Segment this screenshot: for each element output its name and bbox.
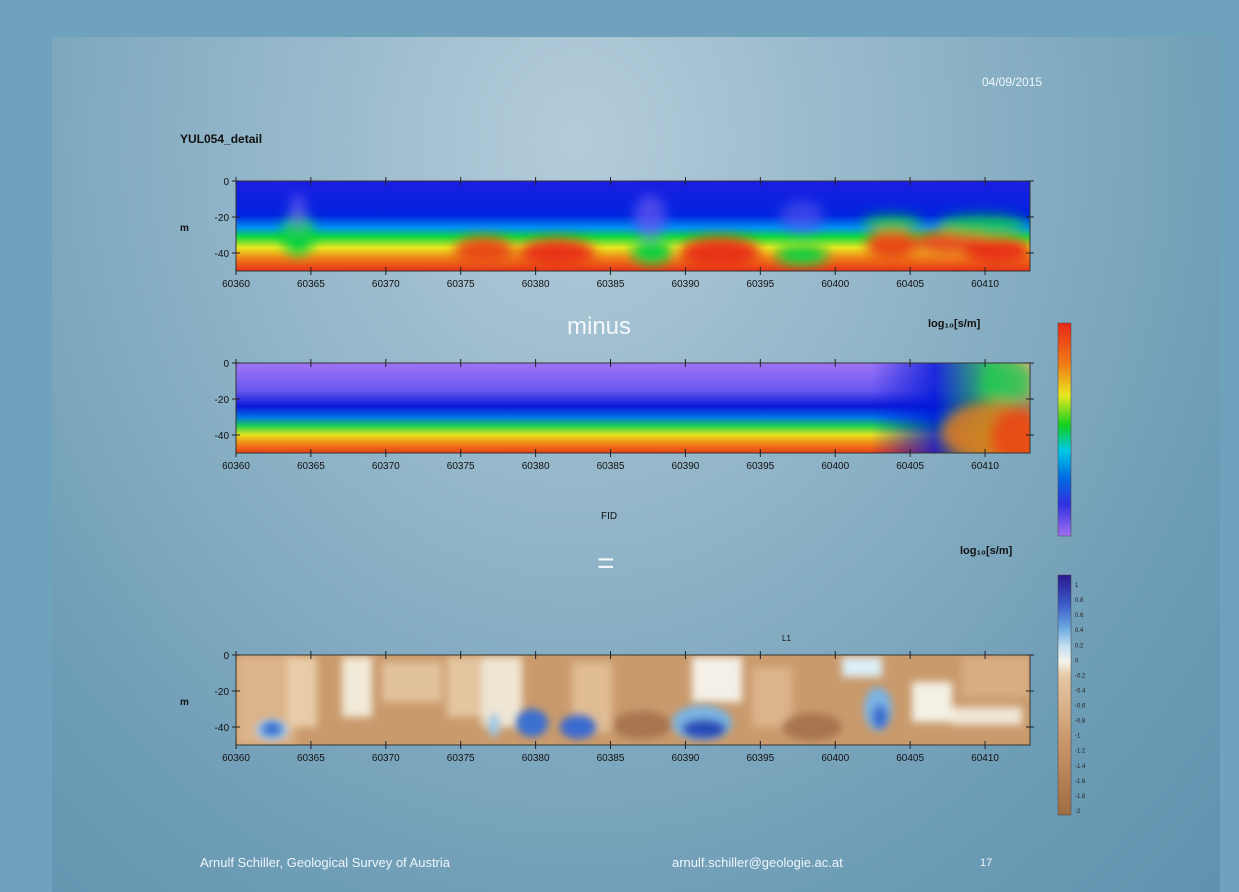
panel-1-anomalies bbox=[282, 194, 1030, 269]
x-tick-label: 60380 bbox=[522, 753, 550, 764]
x-tick-label: 60405 bbox=[896, 753, 924, 764]
x-tick-label: 60410 bbox=[971, 753, 999, 764]
x-tick-label: 60390 bbox=[672, 753, 700, 764]
y-tick-label: 0 bbox=[223, 359, 229, 370]
y-axis-label: m bbox=[180, 697, 189, 708]
x-tick-label: 60360 bbox=[222, 753, 250, 764]
colorbar-tick-label: -1.2 bbox=[1075, 749, 1086, 755]
x-tick-label: 60390 bbox=[672, 279, 700, 290]
panel-3-heatmap bbox=[235, 654, 1031, 746]
colorbar-1 bbox=[1057, 322, 1072, 537]
x-tick-label: 60370 bbox=[372, 753, 400, 764]
colorbar-tick-label: 0.8 bbox=[1075, 598, 1084, 604]
colorbar-tick-label: -1.6 bbox=[1075, 779, 1086, 785]
panel-2-heatmap bbox=[235, 362, 1031, 454]
x-tick-label: 60370 bbox=[372, 279, 400, 290]
x-tick-label: 60395 bbox=[746, 279, 774, 290]
x-tick-label: 60385 bbox=[597, 461, 625, 472]
footer-email: arnulf.schiller@geologie.ac.at bbox=[672, 855, 843, 870]
colorbar-tick-label: -0.2 bbox=[1075, 673, 1086, 679]
footer-page: 17 bbox=[980, 857, 993, 869]
minus-label: minus bbox=[567, 313, 632, 340]
colorbar-2-unit: log₁₀[s/m] bbox=[960, 545, 1013, 557]
colorbar-tick-label: -1 bbox=[1075, 734, 1081, 740]
colorbar-tick-label: -0.8 bbox=[1075, 719, 1086, 725]
x-tick-label: 60375 bbox=[447, 461, 475, 472]
y-tick-label: -40 bbox=[215, 249, 230, 260]
colorbar-1-unit: log₁₀[s/m] bbox=[928, 318, 981, 330]
y-tick-label: -20 bbox=[215, 687, 230, 698]
footer-author: Arnulf Schiller, Geological Survey of Au… bbox=[200, 855, 451, 870]
slide-date: 04/09/2015 bbox=[982, 75, 1043, 89]
x-tick-label: 60390 bbox=[672, 461, 700, 472]
x-tick-label: 60400 bbox=[821, 279, 849, 290]
x-tick-label: 60395 bbox=[746, 753, 774, 764]
x-tick-label: 60360 bbox=[222, 279, 250, 290]
panel-1-heatmap bbox=[235, 180, 1031, 272]
y-tick-label: 0 bbox=[223, 651, 229, 662]
fid-label: FID bbox=[601, 511, 618, 522]
x-tick-label: 60370 bbox=[372, 461, 400, 472]
y-tick-label: -20 bbox=[215, 395, 230, 406]
x-tick-label: 60360 bbox=[222, 461, 250, 472]
y-axis-label: m bbox=[180, 223, 189, 234]
y-tick-label: -40 bbox=[215, 723, 230, 734]
colorbar-2 bbox=[1057, 574, 1072, 816]
x-tick-label: 60380 bbox=[522, 279, 550, 290]
equals-label: = bbox=[597, 547, 615, 580]
x-tick-label: 60385 bbox=[597, 279, 625, 290]
colorbar-tick-label: -0.4 bbox=[1075, 688, 1086, 694]
x-tick-label: 60375 bbox=[447, 279, 475, 290]
colorbar-tick-label: -0.6 bbox=[1075, 704, 1086, 710]
slide: 04/09/2015 YUL054_detail bbox=[52, 37, 1220, 892]
x-tick-label: 60385 bbox=[597, 753, 625, 764]
colorbar-tick-label: 0.6 bbox=[1075, 613, 1084, 619]
y-tick-label: 0 bbox=[223, 177, 229, 188]
x-tick-label: 60380 bbox=[522, 461, 550, 472]
y-tick-label: -20 bbox=[215, 213, 230, 224]
figure-canvas: 60360 60365 60370 60375 60380 60385 60390 60395… bbox=[180, 177, 1086, 816]
colorbar-tick-label: -1.8 bbox=[1075, 794, 1086, 800]
x-tick-label: 60410 bbox=[971, 461, 999, 472]
x-tick-label: 60395 bbox=[746, 461, 774, 472]
colorbar-tick-label: 0.2 bbox=[1075, 643, 1084, 649]
x-tick-label: 60405 bbox=[896, 461, 924, 472]
x-tick-label: 60400 bbox=[821, 753, 849, 764]
plot-title: YUL054_detail bbox=[180, 132, 263, 146]
panel-3-positive-anomalies bbox=[262, 687, 892, 741]
panel-3-patterns bbox=[236, 655, 1030, 745]
x-tick-label: 60405 bbox=[896, 279, 924, 290]
x-tick-label: 60365 bbox=[297, 753, 325, 764]
axes-layer: 60360 60365 60370 60375 60380 60385 60390 60395… bbox=[180, 177, 1034, 764]
line-label: L1 bbox=[782, 634, 791, 643]
colorbar-tick-label: -2 bbox=[1075, 809, 1081, 815]
colorbar-tick-label: 0.4 bbox=[1075, 628, 1084, 634]
colorbar-2-ticks: 1 0.8 0.6 0.4 0.2 0 -0.2 -0.4 -0.6 -0.8 -1 -1.2 -1.4… bbox=[1075, 583, 1086, 815]
colorbar-tick-label: 1 bbox=[1075, 583, 1079, 589]
x-tick-label: 60375 bbox=[447, 753, 475, 764]
colorbar-tick-label: -1.4 bbox=[1075, 764, 1086, 770]
x-tick-label: 60410 bbox=[971, 279, 999, 290]
colorbar-tick-label: 0 bbox=[1075, 658, 1079, 664]
x-tick-label: 60400 bbox=[821, 461, 849, 472]
x-tick-label: 60365 bbox=[297, 461, 325, 472]
x-tick-label: 60365 bbox=[297, 279, 325, 290]
y-tick-label: -40 bbox=[215, 431, 230, 442]
